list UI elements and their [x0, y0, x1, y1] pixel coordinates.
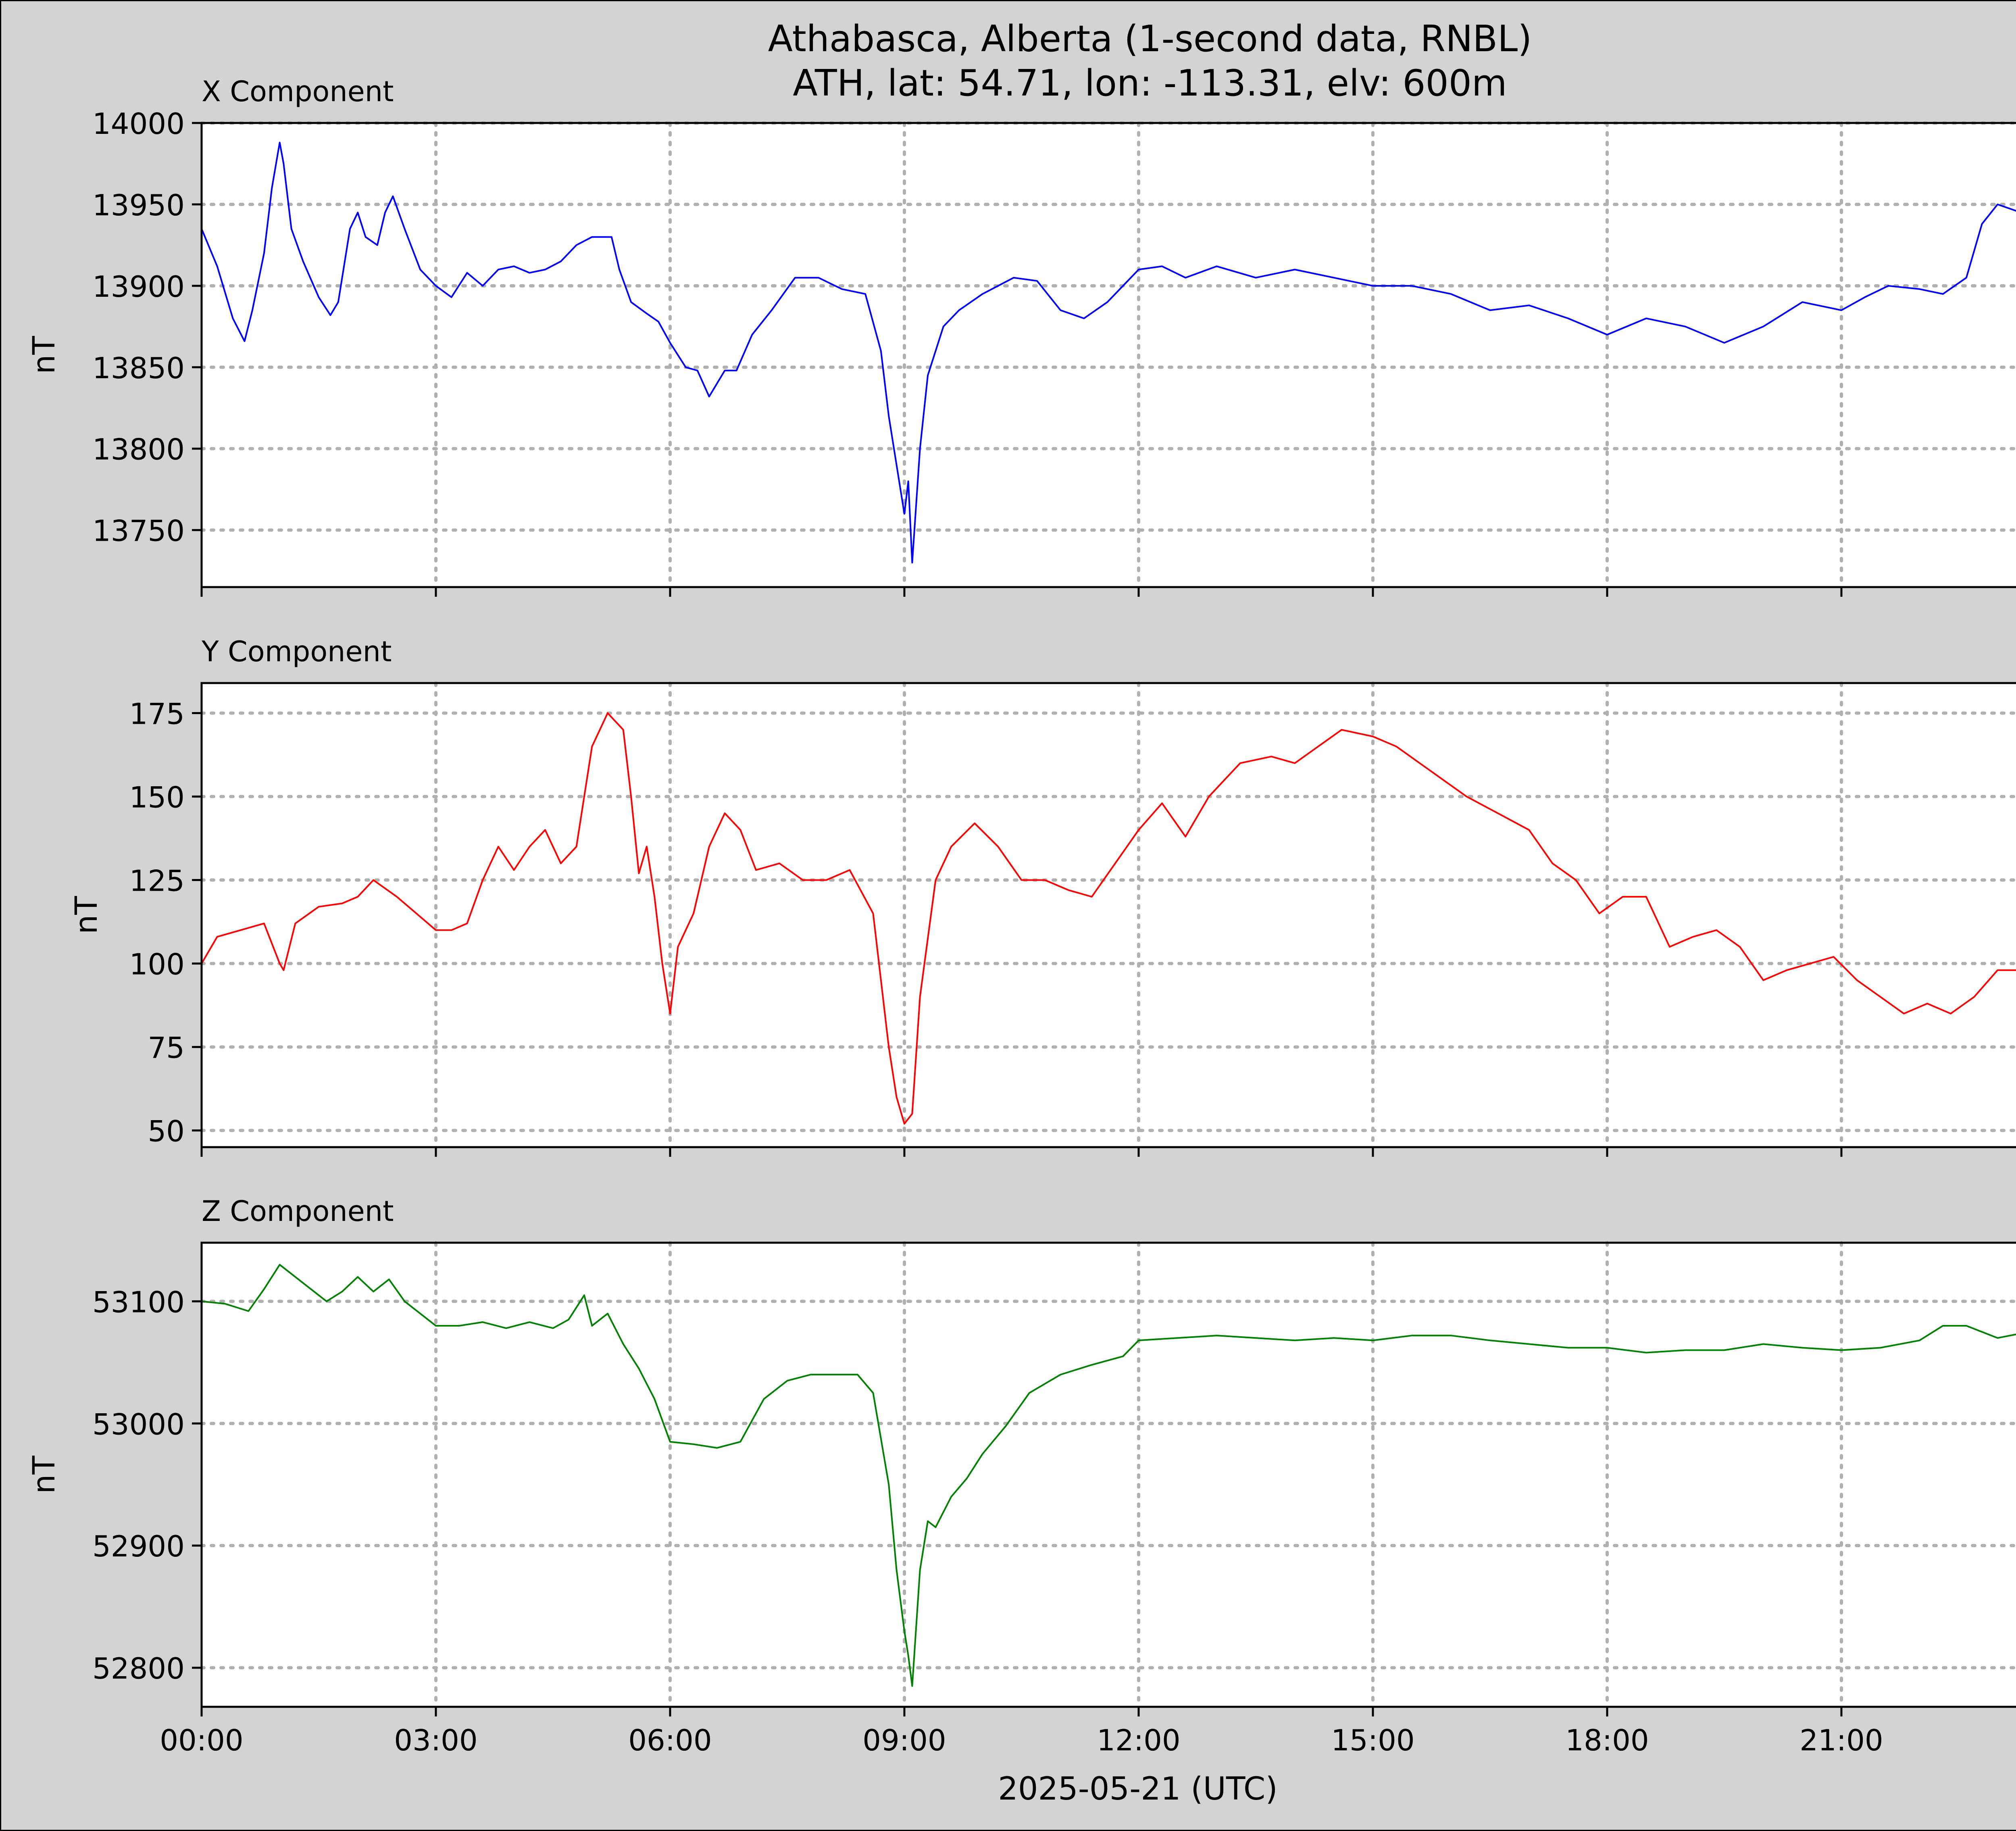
data-line [201, 1264, 2016, 1687]
x-tick-label: 00:00 [160, 1723, 244, 1757]
plot-area [202, 123, 2016, 587]
y-tick-label: 13900 [92, 270, 185, 304]
panel-title: Y Component [201, 635, 392, 668]
y-tick-label: 13950 [92, 188, 185, 222]
x-tick-label: 18:00 [1565, 1723, 1649, 1757]
x-tick-label: 15:00 [1331, 1723, 1415, 1757]
panel-3: 52800 52900 53000 53100 00:00 03:00 06:00 09:00… [26, 1195, 2016, 1757]
y-tick-label: 50 [148, 1114, 185, 1148]
plot-area [202, 1243, 2016, 1707]
y-tick-label: 150 [129, 781, 185, 814]
x-tick-label: 06:00 [628, 1723, 712, 1757]
y-tick-label: 52900 [92, 1529, 185, 1563]
y-tick-label: 53000 [92, 1407, 185, 1441]
y-tick-label: 13750 [92, 514, 185, 548]
y-tick-label: 13850 [92, 351, 185, 385]
y-tick-label: 75 [148, 1031, 185, 1065]
x-tick-label: 12:00 [1097, 1723, 1181, 1757]
plot-area [202, 683, 2016, 1147]
y-tick-label: 125 [129, 864, 185, 898]
panel-2: 50 75 100 125 150 175 Y Component nT [68, 635, 2016, 1157]
y-axis-label: nT [68, 896, 104, 934]
x-tick-label: 03:00 [394, 1723, 478, 1757]
y-tick-label: 53100 [92, 1285, 185, 1319]
y-axis-label: nT [26, 1456, 62, 1494]
panels: 13750 13800 13850 13900 13950 14000 X Componen… [26, 75, 2016, 1757]
y-tick-label: 52800 [92, 1652, 185, 1685]
panel-title: X Component [202, 75, 394, 108]
panel-1: 13750 13800 13850 13900 13950 14000 X Componen… [26, 75, 2016, 597]
y-tick-label: 100 [129, 948, 185, 981]
figure-title-line2: ATH, lat: 54.71, lon: -113.31, elv: 600m [793, 62, 1507, 104]
x-axis-label: 2025-05-21 (UTC) [998, 1771, 1278, 1807]
x-tick-label: 09:00 [862, 1723, 946, 1757]
data-line [201, 142, 2016, 564]
data-line [201, 712, 2016, 1125]
y-axis-label: nT [26, 336, 62, 374]
y-tick-label: 175 [129, 697, 185, 731]
x-tick-label: 21:00 [1799, 1723, 1883, 1757]
y-tick-label: 13800 [92, 433, 185, 467]
figure-title-line1: Athabasca, Alberta (1-second data, RNBL) [768, 18, 1532, 60]
panel-title: Z Component [202, 1195, 394, 1228]
y-tick-label: 14000 [92, 107, 185, 141]
